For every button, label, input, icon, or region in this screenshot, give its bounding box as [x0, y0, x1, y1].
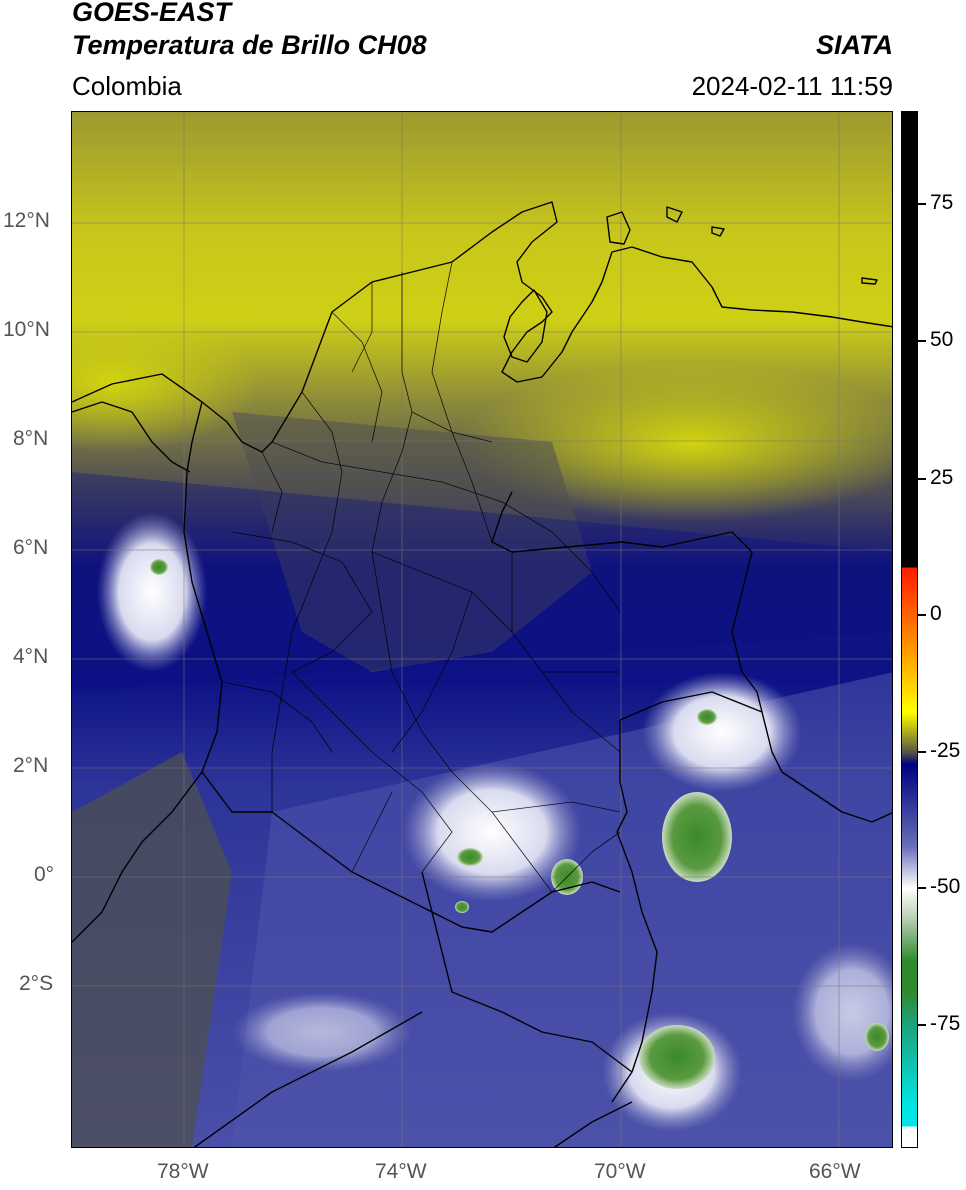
colorbar-label: -50 — [930, 875, 961, 898]
colorbar-label: 50 — [930, 328, 954, 351]
lat-tick-label: 10°N — [3, 318, 50, 341]
temperature-colorbar — [901, 111, 918, 1148]
lat-tick-label: 2°N — [13, 754, 49, 777]
colorbar-tick — [918, 203, 926, 205]
colorbar-label: 0 — [930, 602, 942, 625]
colorbar-tick — [918, 340, 926, 342]
lat-tick-label: 6°N — [13, 536, 49, 559]
brightness-temperature-image — [72, 112, 892, 1147]
lon-tick-label: 74°W — [375, 1160, 427, 1183]
colorbar-tick — [918, 1024, 926, 1026]
colorbar-tick — [918, 887, 926, 889]
colorbar-label: -75 — [930, 1012, 961, 1035]
colorbar-label: 25 — [930, 466, 954, 489]
satellite-title: GOES-EAST — [72, 0, 232, 27]
organization-label: SIATA — [816, 30, 893, 60]
datetime-label: 2024-02-11 11:59 — [691, 71, 893, 101]
product-title: Temperatura de Brillo CH08 — [72, 30, 427, 60]
lat-tick-label: 0° — [34, 863, 55, 886]
colorbar-label: -25 — [930, 739, 961, 762]
region-label: Colombia — [72, 71, 182, 101]
lat-tick-label: 4°N — [13, 645, 49, 668]
lat-tick-label: 2°S — [19, 972, 54, 995]
satellite-map — [71, 111, 893, 1148]
colorbar-tick — [918, 478, 926, 480]
colorbar-tick — [918, 751, 926, 753]
colorbar-label: 75 — [930, 191, 954, 214]
colorbar-tick — [918, 614, 926, 616]
lon-tick-label: 66°W — [809, 1160, 861, 1183]
lat-tick-label: 12°N — [3, 209, 50, 232]
lon-tick-label: 78°W — [157, 1160, 209, 1183]
lon-tick-label: 70°W — [594, 1160, 646, 1183]
lat-tick-label: 8°N — [13, 427, 49, 450]
